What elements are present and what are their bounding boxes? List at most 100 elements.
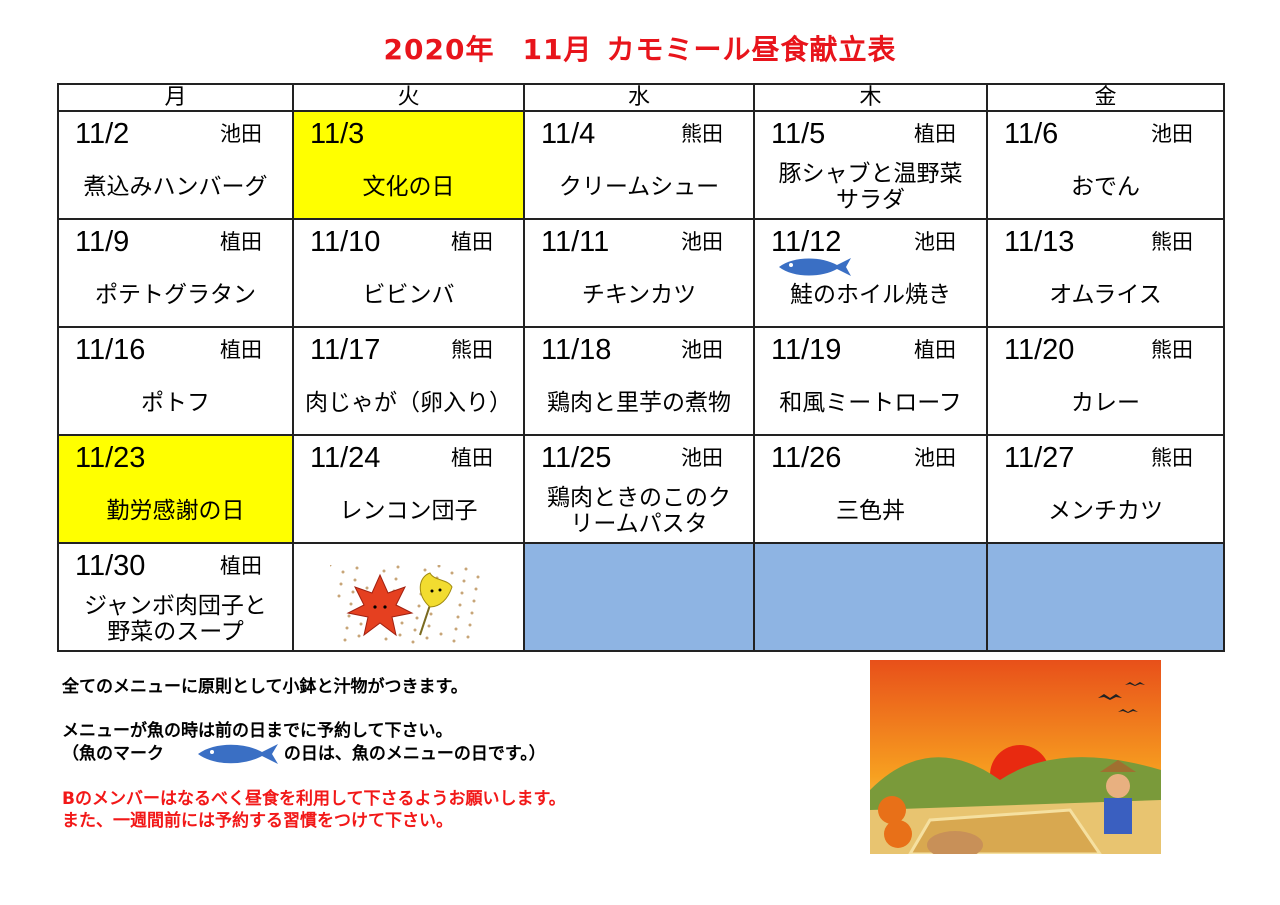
menu-item: オムライス [988,270,1223,320]
autumn-sunset-illustration [870,660,1161,854]
menu-item: メンチカツ [988,486,1223,536]
day-date: 11/2 [75,118,130,150]
week-row: 11/23 勤労感謝の日 11/24 植田 レンコン団子 11/25 池田 鶏肉ときのこのクリ… [57,434,1225,544]
menu-text: 鶏肉ときのこのクリームパスタ [547,485,731,537]
day-date: 11/12 [771,226,842,258]
day-date: 11/19 [771,334,842,366]
day-date: 11/3 [310,118,365,150]
title-year: 2020年 [383,33,495,66]
menu-text: ポトフ [141,390,210,416]
menu-item: 鮭のホイル焼き [755,270,986,320]
day-cell: 11/19 植田和風ミートローフ [753,326,988,436]
day-date: 11/27 [1004,442,1075,474]
menu-item: 勤労感謝の日 [59,486,292,536]
menu-text: クリームシュー [558,174,720,200]
cook-name: 植田 [220,338,262,362]
day-cell: 11/17 熊田 肉じゃが（卵入り） [292,326,525,436]
cook-name: 池田 [1151,122,1193,146]
note-fish-mark-a: （魚のマーク [62,744,164,764]
menu-text: レンコン団子 [339,498,478,524]
day-cell: 11/23 勤労感謝の日 [57,434,294,544]
day-date: 11/26 [771,442,842,474]
day-cell: 11/12 池田 鮭のホイル焼き [753,218,988,328]
menu-text: ビビンバ [362,282,455,308]
empty-cell [523,542,755,652]
cook-name: 熊田 [1151,338,1193,362]
menu-item: 文化の日 [294,162,523,212]
cook-name: 植田 [220,554,262,578]
autumn-leaves-illustration [330,565,480,644]
note-fish-mark: （魚のマーク の日は、魚のメニューの日です。） [62,742,566,766]
weekday-header: 金 [986,83,1225,112]
day-date: 11/4 [541,118,596,150]
page-title: 2020年 11月 カモミール昼食献立表 [0,28,1280,68]
cook-name: 植田 [451,446,493,470]
week-row: 11/30 植田 ジャンボ肉団子と野菜のスープ [57,542,1225,652]
day-date: 11/6 [1004,118,1059,150]
cook-name: 植田 [220,230,262,254]
menu-text: 鶏肉と里芋の煮物 [547,390,731,416]
day-cell: 11/9 植田 ポテトグラタン [57,218,294,328]
menu-text: 煮込みハンバーグ [83,174,268,200]
cook-name: 熊田 [1151,230,1193,254]
day-date: 11/11 [541,226,610,258]
note-fish-reservation: メニューが魚の時は前の日までに予約して下さい。 [62,721,453,741]
day-cell: 11/16 植田 ポトフ [57,326,294,436]
week-row: 11/16 植田 ポトフ 11/17 熊田 肉じゃが（卵入り） 11/18 池田 鶏肉と里芋の煮… [57,326,1225,436]
week-row: 11/9 植田 ポテトグラタン 11/10 植田 ビビンバ 11/11 池田 チキンカツ 11/1… [57,218,1225,328]
day-cell: 11/24 植田 レンコン団子 [292,434,525,544]
menu-text: 豚シャブと温野菜サラダ [778,161,963,213]
cook-name: 池田 [681,230,723,254]
day-cell: 11/26 池田 三色丼 [753,434,988,544]
day-cell: 11/5 植田 豚シャブと温野菜サラダ [753,110,988,220]
day-cell: 11/27 熊田 メンチカツ [986,434,1225,544]
menu-text: カレー [1071,390,1140,416]
menu-item: カレー [988,378,1223,428]
empty-cell [753,542,988,652]
menu-calendar: 月火水木金 11/2 池田 煮込みハンバーグ 11/3 文化の日 11/4 熊田 クリームシュ… [57,83,1225,652]
menu-item: レンコン団子 [294,486,523,536]
day-date: 11/10 [310,226,381,258]
menu-text: 肉じゃが（卵入り） [305,390,512,416]
cook-name: 池田 [681,338,723,362]
note-side-dishes: 全てのメニューに原則として小鉢と汁物がつきます。 [62,677,468,697]
illustration-cell [292,542,525,652]
menu-text: オムライス [1049,282,1162,308]
menu-item: 三色丼 [755,486,986,536]
cook-name: 植田 [914,338,956,362]
menu-item: ポトフ [59,378,292,428]
cook-name: 池田 [681,446,723,470]
day-date: 11/18 [541,334,612,366]
menu-item: 和風ミートローフ [755,378,986,428]
menu-item: 煮込みハンバーグ [59,162,292,212]
cook-name: 熊田 [681,122,723,146]
cook-name: 熊田 [451,338,493,362]
day-cell: 11/30 植田 ジャンボ肉団子と野菜のスープ [57,542,294,652]
menu-item: ジャンボ肉団子と野菜のスープ [59,593,292,645]
menu-item: チキンカツ [525,270,753,320]
menu-text: 和風ミートローフ [779,390,962,416]
menu-item: ポテトグラタン [59,270,292,320]
day-cell: 11/10 植田 ビビンバ [292,218,525,328]
notes: 全てのメニューに原則として小鉢と汁物がつきます。 メニューが魚の時は前の日までに… [62,676,566,832]
day-date: 11/23 [75,442,146,474]
day-cell: 11/13 熊田 オムライス [986,218,1225,328]
menu-text: ポテトグラタン [95,282,256,308]
menu-text: 勤労感謝の日 [106,498,245,524]
day-cell: 11/3 文化の日 [292,110,525,220]
note-reserve-habit: また、一週間前には予約する習慣をつけて下さい。 [62,811,453,831]
day-date: 11/5 [771,118,826,150]
day-cell: 11/2 池田煮込みハンバーグ [57,110,294,220]
day-cell: 11/4 熊田クリームシュー [523,110,755,220]
title-name: カモミール昼食献立表 [606,33,897,66]
menu-text: メンチカツ [1048,498,1163,524]
cook-name: 池田 [220,122,262,146]
day-cell: 11/25 池田 鶏肉ときのこのクリームパスタ [523,434,755,544]
menu-item: 鶏肉ときのこのクリームパスタ [525,485,753,537]
menu-item: ビビンバ [294,270,523,320]
weekday-header: 火 [292,83,525,112]
menu-text: 三色丼 [836,498,905,524]
day-cell: 11/11 池田チキンカツ [523,218,755,328]
menu-item: 肉じゃが（卵入り） [294,378,523,428]
weekday-header: 月 [57,83,294,112]
